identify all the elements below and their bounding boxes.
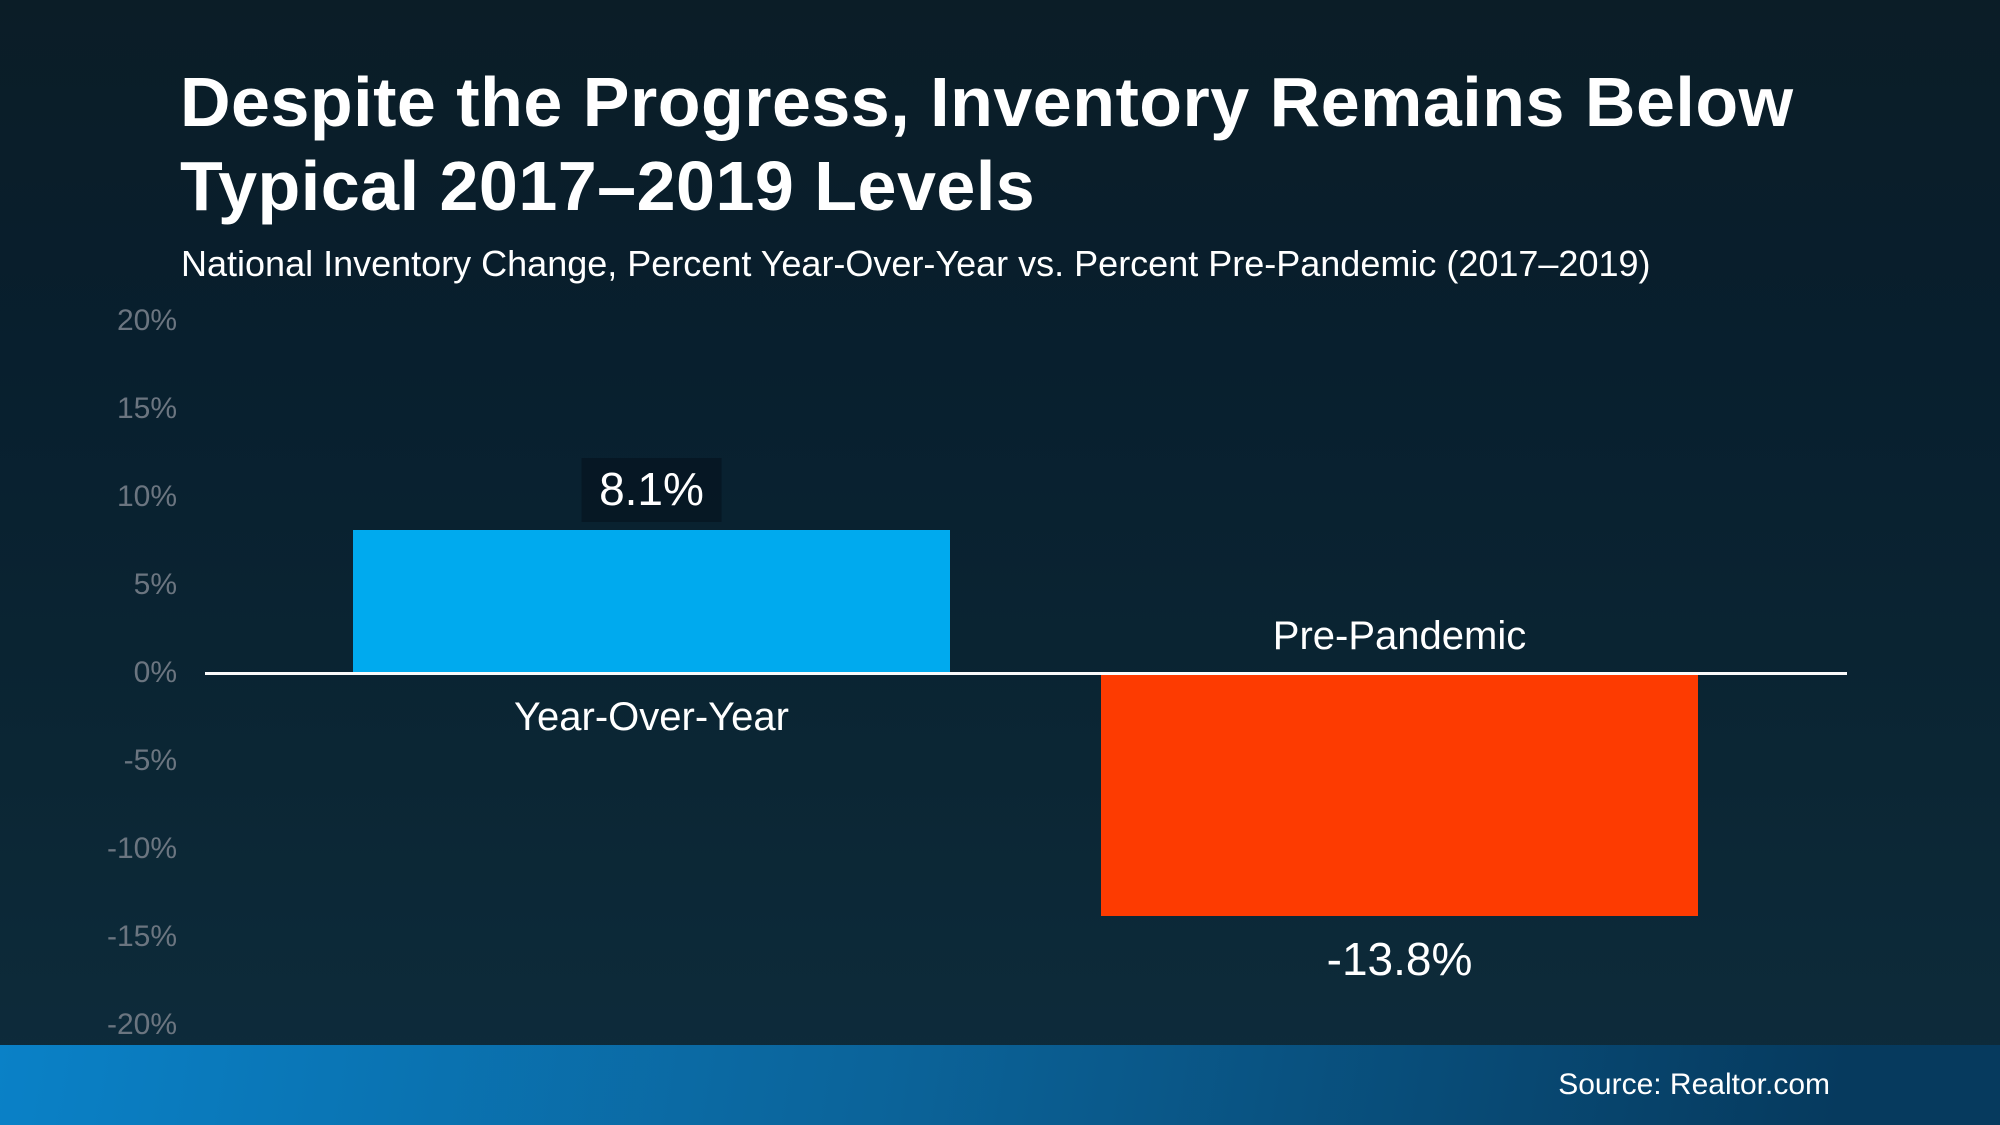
bar-year-over-year [353,530,950,673]
source-attribution: Source: Realtor.com [1558,1068,1830,1101]
title-line-1: Despite the Progress, Inventory Remains … [180,63,1794,141]
page-title: Despite the Progress, Inventory Remains … [180,60,1880,228]
category-label-pre-pandemic: Pre-Pandemic [1272,614,1527,658]
y-axis-tick-label: -10% [106,832,177,865]
chart-subtitle: National Inventory Change, Percent Year-… [181,243,1651,284]
y-axis-tick-label: 5% [133,568,177,601]
category-label-year-over-year: Year-Over-Year [514,695,789,739]
zero-baseline [205,671,1847,675]
y-axis-tick-label: 10% [116,480,177,513]
value-label-year-over-year: 8.1% [581,458,722,523]
value-label-pre-pandemic: -13.8% [1326,932,1473,985]
footer-bar: Source: Realtor.com [0,1045,2000,1125]
y-axis-tick-label: -20% [106,1008,177,1041]
bar-pre-pandemic [1101,673,1698,916]
y-axis-tick-label: 20% [116,304,177,337]
y-axis-tick-label: -15% [106,920,177,953]
y-axis-tick-label: -5% [123,744,177,777]
title-line-2: Typical 2017–2019 Levels [180,147,1036,225]
y-axis-tick-label: 15% [116,392,177,425]
y-axis-tick-label: 0% [133,656,177,689]
